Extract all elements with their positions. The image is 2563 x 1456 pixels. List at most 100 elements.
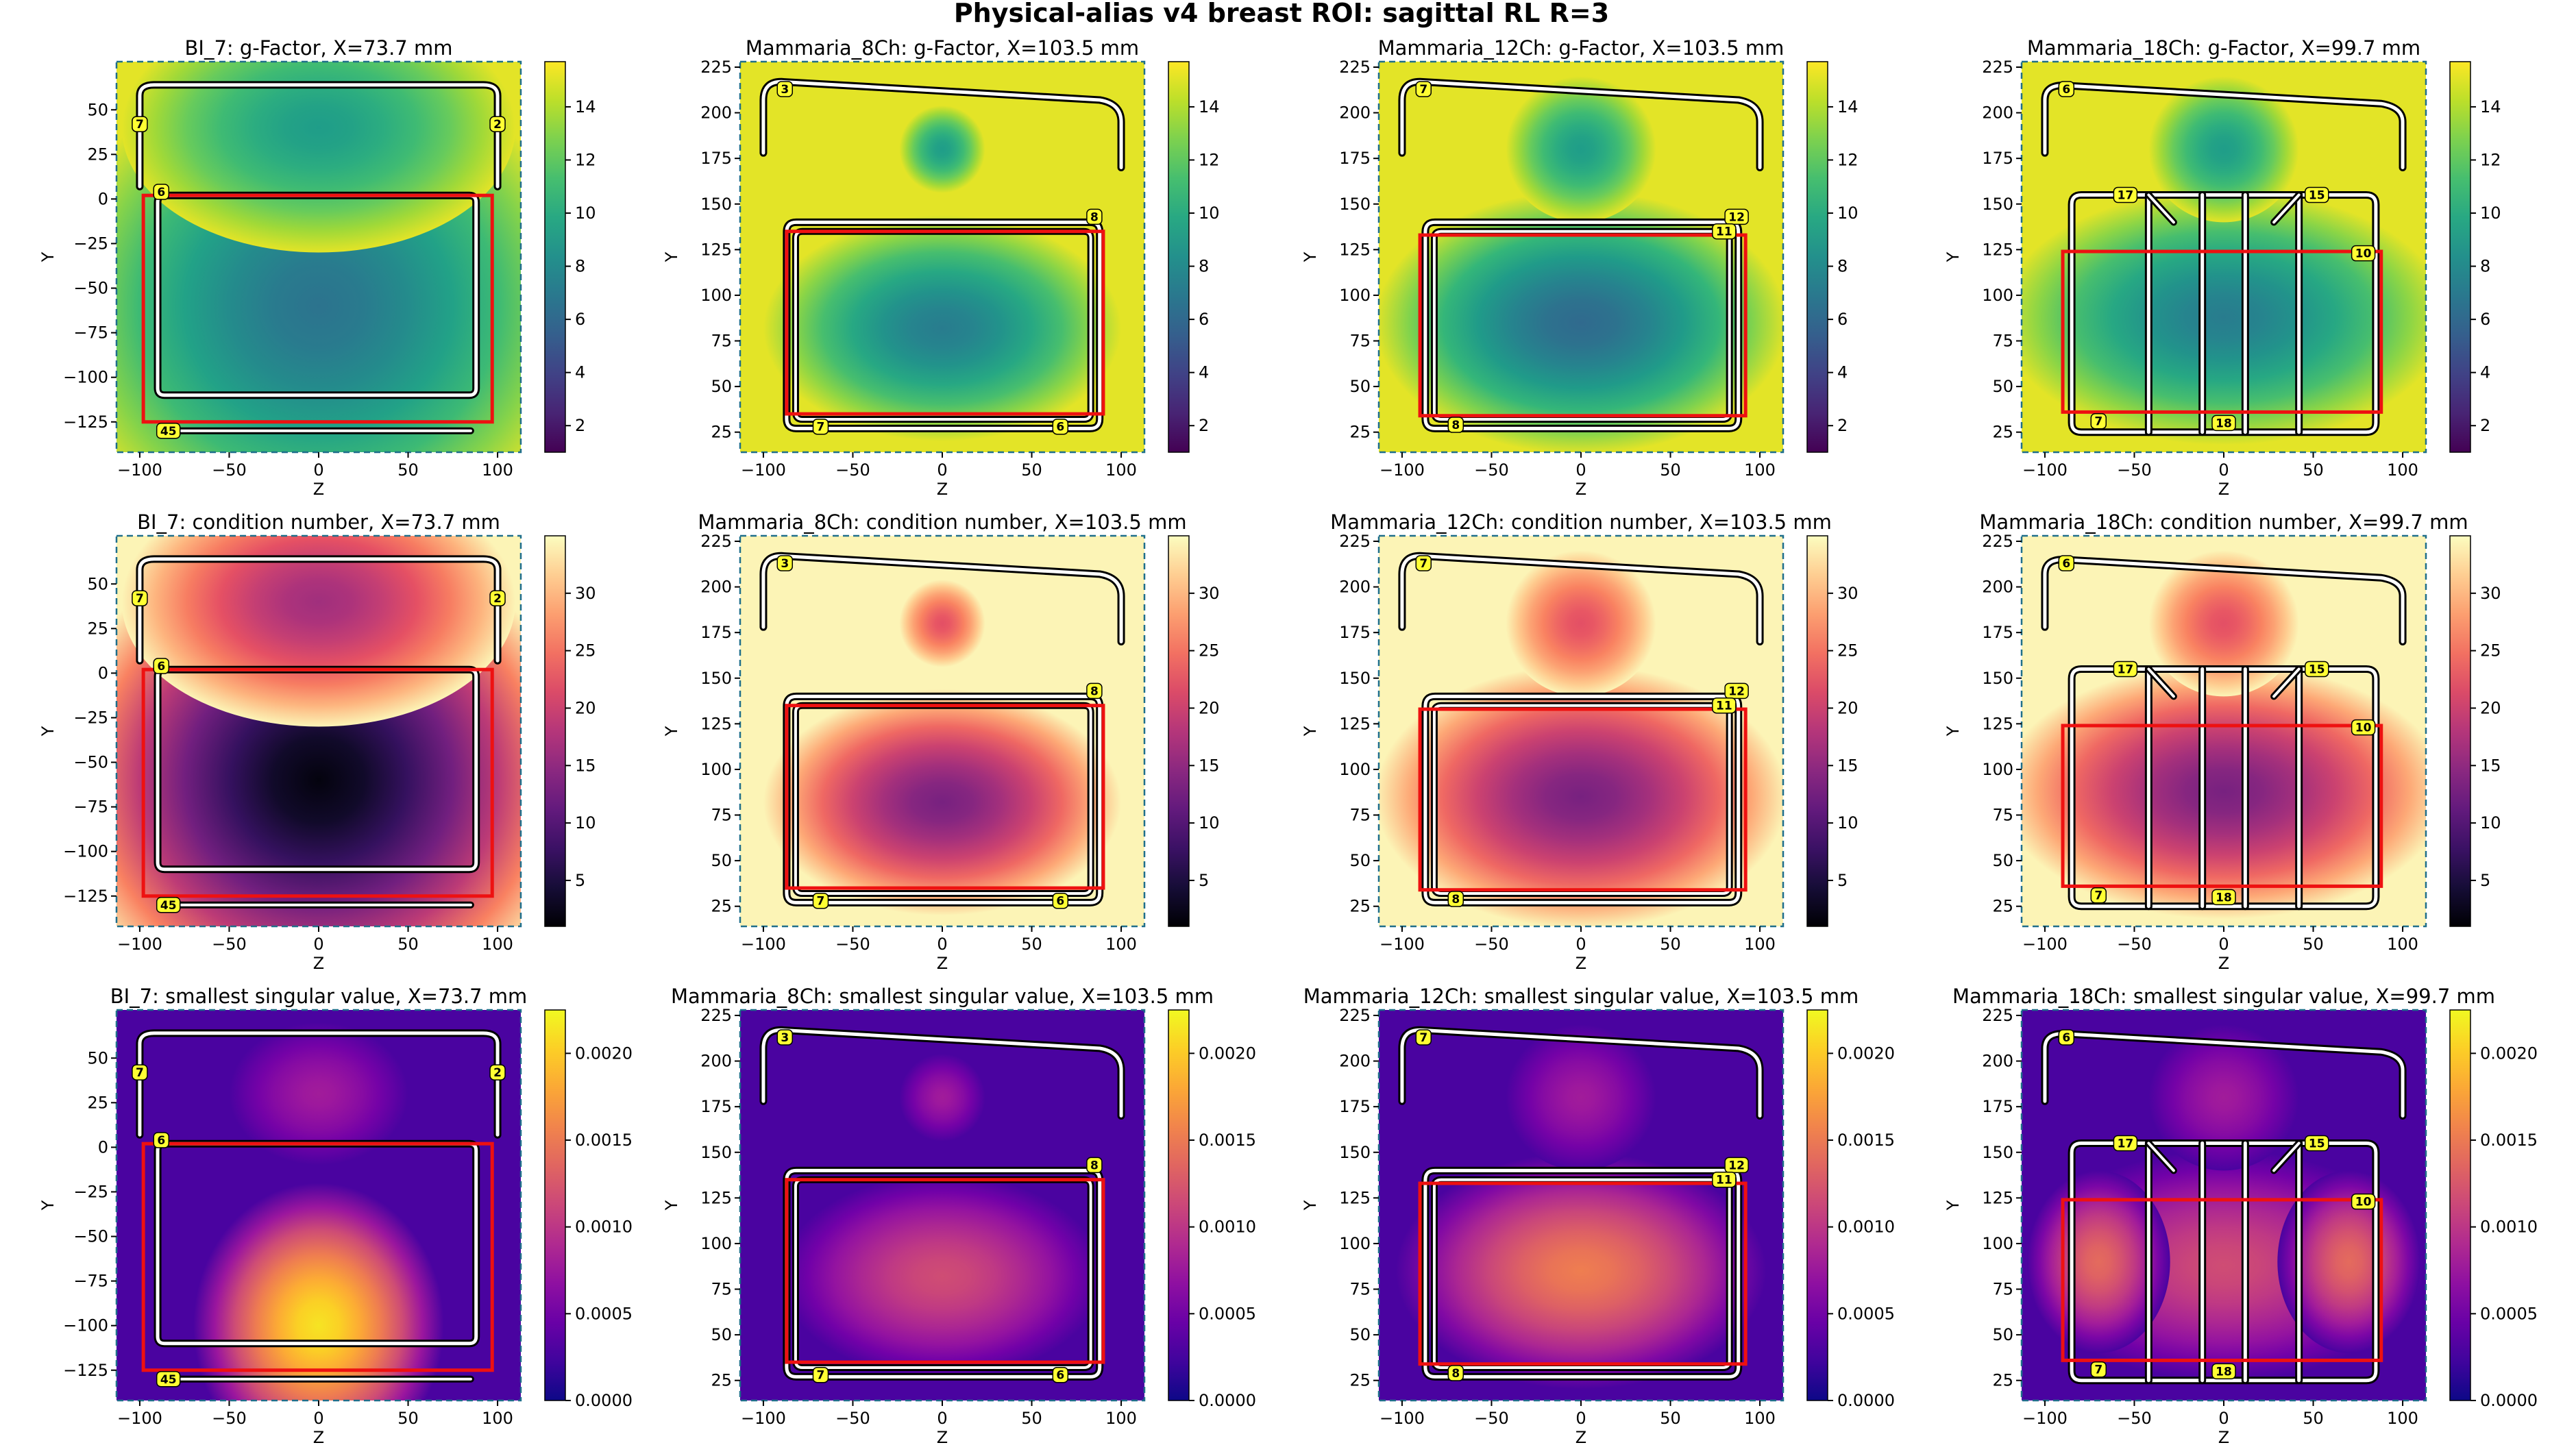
coil-wire	[2070, 193, 2378, 434]
coil-label: 15	[2309, 188, 2325, 202]
coil-label-box	[1712, 1171, 1737, 1188]
y-tick-label: −125	[63, 887, 108, 906]
colorbar-tick-label: 10	[1199, 813, 1220, 832]
colorbar	[2449, 1009, 2471, 1401]
panel-title: Mammaria_12Ch: smallest singular value, …	[1303, 985, 1859, 1008]
coil-label: 18	[2216, 1365, 2232, 1379]
coil-outline	[759, 552, 1125, 906]
coil-label-box	[812, 892, 829, 909]
y-tick-label: 200	[1339, 1052, 1371, 1071]
coil-label: 2	[493, 118, 502, 132]
coil-label-box	[489, 590, 506, 606]
roi-rectangle	[1418, 1181, 1748, 1366]
coil-wire	[761, 554, 1123, 643]
y-tick-label: 50	[1349, 851, 1371, 870]
x-tick-label: 0	[1575, 1409, 1586, 1428]
heatmap	[116, 62, 521, 452]
y-tick-label: 225	[1339, 1006, 1371, 1025]
panel-sv-mammaria_8ch: 3 8 7 6 −100 −50 0 50 100 25 50 75 100 125 150 175 200 22…	[662, 985, 1256, 1447]
coil-label-box	[1086, 682, 1103, 700]
y-tick-label: 225	[700, 58, 732, 77]
y-tick-label: −75	[73, 323, 108, 343]
colorbar-tick-label: 20	[1837, 698, 1859, 717]
coil-label-box	[156, 423, 181, 439]
x-tick-label: −50	[2117, 935, 2152, 954]
heatmap-region	[1506, 550, 1656, 697]
y-tick-label: 150	[1982, 195, 2013, 214]
colorbar-tick-label: 0.0010	[2480, 1218, 2538, 1237]
colorbar-tick-label: 15	[1199, 756, 1220, 775]
coil-label: 17	[2118, 1137, 2134, 1150]
roi-rectangle	[141, 667, 494, 898]
y-axis-label: Y	[1301, 251, 1320, 262]
coil-wire	[794, 230, 1092, 421]
colorbar-tick-label: 4	[1837, 363, 1848, 382]
colorbar-tick-label: 30	[1837, 584, 1859, 603]
colorbar-tick-label: 0.0000	[1837, 1391, 1895, 1410]
panel-title: Mammaria_12Ch: g-Factor, X=103.5 mm	[1378, 36, 1785, 60]
coil-label-box	[1447, 1365, 1464, 1381]
y-tick-label: 75	[711, 1280, 732, 1299]
coil-label: 10	[2355, 247, 2372, 261]
heatmap	[2022, 62, 2426, 452]
roi-rectangle	[1418, 707, 1748, 892]
coil-label: 17	[2118, 663, 2134, 676]
x-tick-label: −100	[1379, 460, 1425, 480]
y-tick-label: 75	[711, 332, 732, 351]
coil-wire	[761, 1028, 1123, 1118]
y-tick-label: 100	[700, 1234, 732, 1253]
y-tick-label: 175	[1339, 149, 1371, 168]
coil-label-box	[2211, 889, 2236, 906]
colorbar-tick-label: 6	[2480, 310, 2490, 329]
panel-title: Mammaria_12Ch: condition number, X=103.5…	[1330, 510, 1832, 534]
colorbar-tick-label: 0.0020	[1837, 1044, 1895, 1063]
x-axis-label: Z	[313, 954, 324, 973]
x-axis-label: Z	[1575, 1428, 1586, 1447]
y-axis-label: Y	[1301, 1200, 1320, 1211]
y-tick-label: 0	[98, 189, 108, 208]
heatmap-region	[899, 105, 985, 193]
y-tick-label: −50	[73, 1227, 108, 1246]
y-tick-label: 125	[1339, 714, 1371, 733]
y-axis-label: Y	[1943, 251, 1963, 262]
coil-label-box	[1086, 208, 1103, 225]
coil-label-box	[2351, 245, 2376, 262]
x-tick-label: 100	[1105, 460, 1137, 480]
y-tick-label: 175	[700, 149, 732, 168]
x-tick-label: 0	[313, 460, 323, 480]
y-tick-label: 125	[700, 714, 732, 733]
coil-label-box	[2090, 412, 2107, 430]
coil-label-box	[812, 1366, 829, 1383]
coil-label: 12	[1728, 210, 1745, 224]
x-tick-label: 100	[1105, 935, 1137, 954]
coil-label-box	[1415, 1029, 1432, 1046]
heatmap-region	[2022, 663, 2426, 920]
x-tick-label: 50	[1660, 460, 1681, 480]
coil-label-box	[156, 1371, 181, 1387]
y-axis-label: Y	[662, 726, 681, 737]
coil-label-box	[776, 555, 794, 571]
y-tick-label: 75	[1992, 332, 2013, 351]
coil-label-box	[1052, 418, 1069, 435]
y-tick-label: 150	[1339, 669, 1371, 688]
x-tick-label: 50	[2303, 1409, 2324, 1428]
x-tick-label: 100	[1744, 935, 1776, 954]
coil-wire	[2147, 1142, 2175, 1172]
colorbar-tick-label: 12	[575, 150, 596, 169]
y-tick-label: 150	[700, 1143, 732, 1162]
colorbar	[544, 61, 566, 453]
x-tick-label: 100	[2387, 935, 2418, 954]
colorbar-tick-label: 0.0005	[2480, 1304, 2538, 1323]
y-tick-label: 150	[1339, 1143, 1371, 1162]
y-axis-label: Y	[38, 251, 58, 262]
colorbar-tick-label: 14	[1199, 97, 1220, 116]
panel-title: Mammaria_18Ch: condition number, X=99.7 …	[1979, 510, 2468, 534]
y-tick-label: 100	[1982, 1234, 2013, 1253]
heatmap-region	[781, 1174, 1103, 1379]
y-tick-label: 200	[1982, 578, 2013, 597]
y-tick-label: 125	[1982, 714, 2013, 733]
x-tick-label: 100	[1744, 460, 1776, 480]
coil-label-box	[153, 658, 170, 674]
